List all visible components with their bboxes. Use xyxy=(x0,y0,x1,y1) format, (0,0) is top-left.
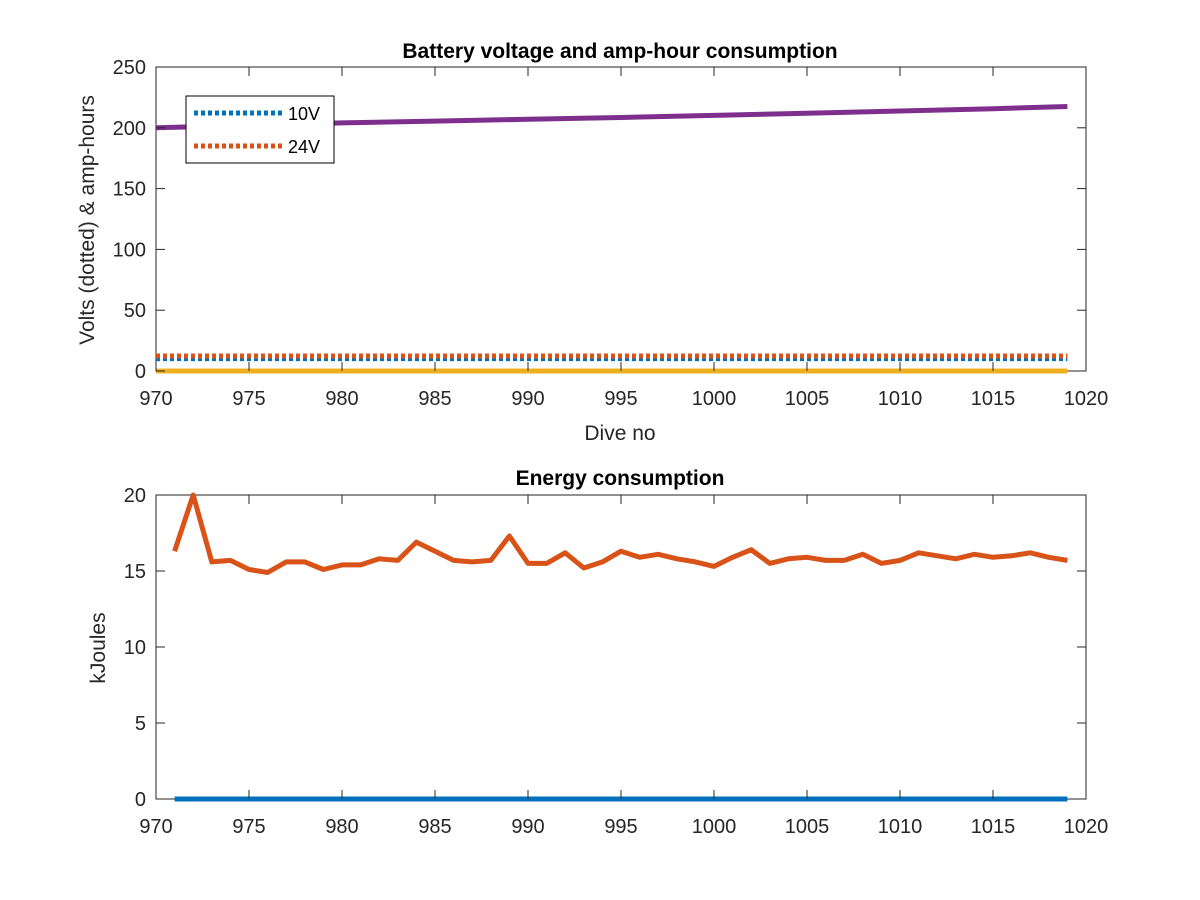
energy-x-tick-label: 1000 xyxy=(692,816,737,838)
energy-chart-axes: 970 975 980 985 990 995 1000 1005 1010 1015 102005… xyxy=(124,485,1109,838)
battery-x-tick-label: 1020 xyxy=(1064,388,1109,410)
battery-chart-y-axis-label: Volts (dotted) & amp-hours xyxy=(76,95,99,345)
battery-y-tick-label: 50 xyxy=(124,300,146,322)
battery-x-tick-label: 980 xyxy=(325,388,358,410)
energy-x-tick-label: 1020 xyxy=(1064,816,1109,838)
legend-label-10v: 10V xyxy=(288,104,320,124)
battery-y-tick-label: 0 xyxy=(135,361,146,383)
energy-x-tick-label: 1010 xyxy=(878,816,923,838)
energy-series-unnamed-1 xyxy=(172,492,1068,575)
battery-y-tick-label: 150 xyxy=(113,179,146,201)
energy-y-tick-label: 5 xyxy=(135,713,146,735)
energy-plot-area xyxy=(155,494,1087,800)
battery-x-tick-label: 975 xyxy=(232,388,265,410)
energy-x-tick-label: 980 xyxy=(325,816,358,838)
energy-x-tick-label: 985 xyxy=(418,816,451,838)
energy-x-tick-label: 990 xyxy=(511,816,544,838)
legend-label-24v: 24V xyxy=(288,137,320,157)
energy-chart-y-axis-label: kJoules xyxy=(87,612,110,683)
energy-x-tick-label: 995 xyxy=(604,816,637,838)
legend: 10V 24V xyxy=(185,95,335,164)
energy-y-tick-label: 0 xyxy=(135,789,146,811)
energy-chart: Energy consumption 970 975 980 985 990 995 100… xyxy=(87,467,1108,838)
battery-x-tick-label: 995 xyxy=(604,388,637,410)
energy-x-tick-label: 975 xyxy=(232,816,265,838)
battery-x-tick-label: 990 xyxy=(511,388,544,410)
battery-y-tick-label: 100 xyxy=(113,239,146,261)
battery-chart: Battery voltage and amp-hour consumption… xyxy=(76,40,1108,445)
energy-x-tick-label: 970 xyxy=(139,816,172,838)
battery-chart-title: Battery voltage and amp-hour consumption xyxy=(402,40,837,63)
battery-y-tick-label: 200 xyxy=(113,118,146,140)
legend-box xyxy=(185,95,335,164)
battery-x-tick-label: 1005 xyxy=(785,388,830,410)
energy-y-tick-label: 15 xyxy=(124,561,146,583)
battery-x-tick-label: 1015 xyxy=(971,388,1016,410)
battery-x-tick-label: 1010 xyxy=(878,388,923,410)
battery-x-tick-label: 970 xyxy=(139,388,172,410)
energy-x-tick-label: 1005 xyxy=(785,816,830,838)
energy-x-tick-label: 1015 xyxy=(971,816,1016,838)
battery-x-tick-label: 985 xyxy=(418,388,451,410)
battery-chart-x-axis-label: Dive no xyxy=(584,422,655,445)
energy-y-tick-label: 10 xyxy=(124,637,146,659)
energy-chart-title: Energy consumption xyxy=(516,467,725,490)
battery-y-tick-label: 250 xyxy=(113,57,146,79)
battery-x-tick-label: 1000 xyxy=(692,388,737,410)
energy-y-tick-label: 20 xyxy=(124,485,146,507)
